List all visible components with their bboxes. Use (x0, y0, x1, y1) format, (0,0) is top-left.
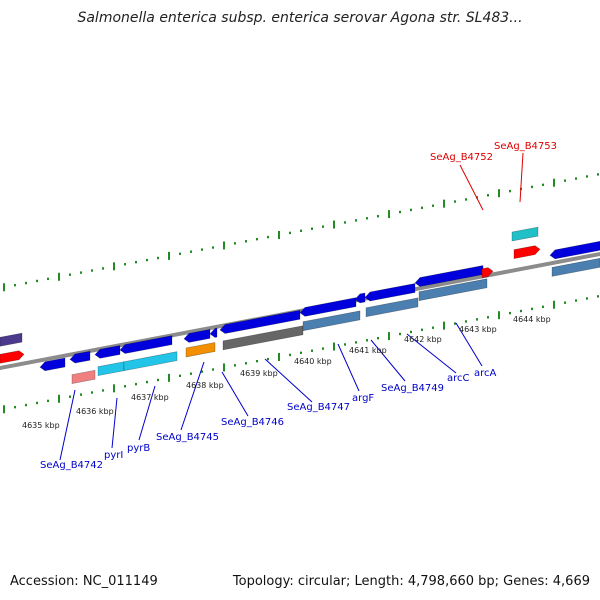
gene-small-arrow (209, 327, 218, 338)
gene-label-b4747: SeAg_B4747 (287, 402, 350, 413)
scale-label: 4644 kbp (513, 315, 551, 324)
gene-label-pyrI: pyrI (104, 450, 123, 461)
scale-label: 4636 kbp (76, 407, 114, 416)
gene-red-left (0, 350, 25, 364)
leader-line (221, 371, 249, 417)
gene-label-pyrB: pyrB (127, 443, 150, 454)
leader-line (59, 389, 76, 461)
leader-line (370, 339, 406, 382)
gene-steel-a (302, 310, 361, 332)
gene-steel-b (365, 297, 419, 318)
leader-line (180, 361, 205, 431)
scale-label: 4635 kbp (22, 421, 60, 430)
gene-SeAg_B4752-arrow (513, 245, 541, 260)
gene-label-b4746: SeAg_B4746 (221, 417, 284, 428)
scale-label: 4640 kbp (294, 357, 332, 366)
leader-line (455, 322, 483, 367)
tick-marks (3, 173, 599, 414)
gene-blue-right (549, 240, 600, 260)
gene-blue-4637 (119, 335, 173, 354)
gene-labels: SeAg_B4742pyrIpyrBSeAg_B4745SeAg_B4746Se… (40, 141, 557, 471)
gene-label-argF: argF (352, 393, 374, 404)
gene-steel-right (551, 257, 600, 277)
scale-label: 4642 kbp (404, 335, 442, 344)
leader-line (111, 397, 118, 449)
scale-label: 4639 kbp (240, 369, 278, 378)
gene-label-b4752: SeAg_B4752 (430, 152, 493, 163)
gene-label-b4742: SeAg_B4742 (40, 460, 103, 471)
gene-cyan-a (97, 361, 125, 377)
leader-line (519, 152, 524, 203)
scale-label: 4641 kbp (349, 346, 387, 355)
gene-orange (185, 342, 216, 358)
gene-purple (0, 332, 23, 347)
gene-label-arcC: arcC (447, 373, 470, 384)
gene-SeAg_B4753-box (511, 226, 539, 242)
scale-label: 4637 kbp (131, 393, 169, 402)
gene-red-small (481, 267, 494, 279)
gene-cyan-b (123, 351, 178, 372)
gene-features (0, 226, 600, 384)
gene-SeAg_B4746-arrow (219, 309, 301, 334)
gene-label-b4753: SeAg_B4753 (494, 141, 557, 152)
scale-label: 4643 kbp (459, 325, 497, 334)
gene-SeAg_B4749-arrow (364, 283, 416, 302)
leader-line (337, 343, 360, 392)
gene-SeAg_B4742-arrow (39, 357, 66, 372)
gene-label-arcA: arcA (474, 368, 497, 379)
leader-line (406, 333, 457, 374)
map-title: Salmonella enterica subsp. enterica sero… (77, 10, 523, 26)
gene-argF-arrow (299, 297, 357, 317)
summary-text: Topology: circular; Length: 4,798,660 bp… (232, 574, 590, 589)
leader-line (264, 358, 313, 403)
leader-line (459, 164, 484, 211)
gene-steel-c (418, 278, 488, 302)
accession-text: Accession: NC_011149 (10, 574, 158, 589)
scale-label: 4638 kbp (186, 381, 224, 390)
leader-line (138, 385, 156, 441)
gene-label-b4749: SeAg_B4749 (381, 383, 444, 394)
scale-labels: 4635 kbp 4636 kbp 4637 kbp 4638 kbp 4639 kbp… (22, 315, 551, 430)
gene-label-b4745: SeAg_B4745 (156, 432, 219, 443)
gene-pyrI-arrow (69, 350, 91, 364)
gene-gray (222, 325, 304, 351)
label-leader-lines (59, 152, 524, 461)
gene-pink (71, 369, 96, 384)
